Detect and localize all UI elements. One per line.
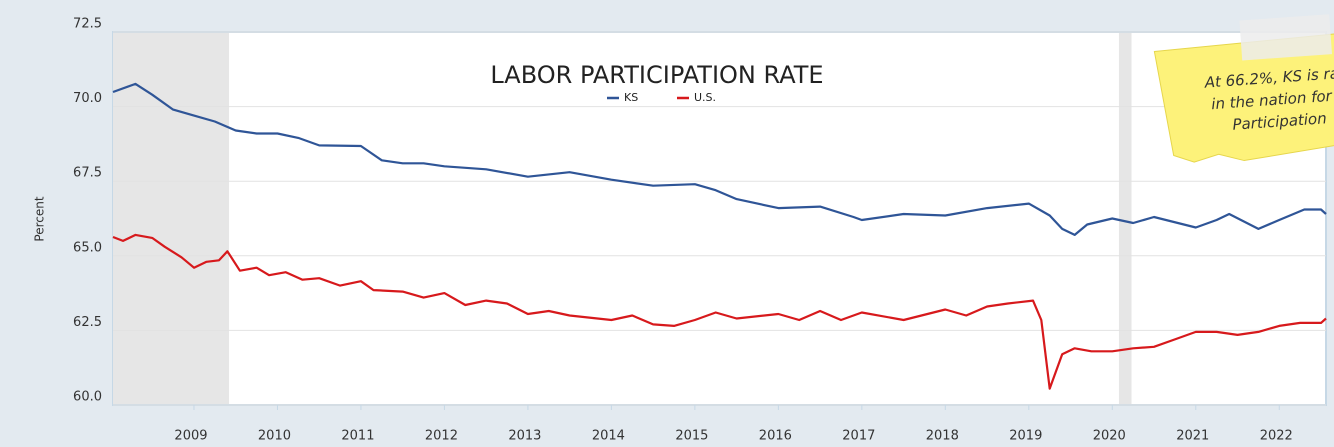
- x-tick-label: 2018: [926, 429, 959, 444]
- shaded-period: [1118, 33, 1132, 404]
- x-tick-label: 2015: [675, 429, 708, 444]
- y-tick-label: 70.0: [73, 91, 102, 106]
- x-tick-label: 2013: [508, 429, 541, 444]
- x-tick-label: 2014: [592, 429, 625, 444]
- legend-label: KS: [624, 91, 638, 104]
- y-tick-label: 67.5: [73, 166, 102, 181]
- series-line: [112, 233, 1327, 390]
- y-tick-label: 65.0: [73, 240, 102, 255]
- chart-title: LABOR PARTICIPATION RATE: [490, 61, 823, 89]
- note-tape: [1239, 14, 1333, 61]
- legend-label: U.S.: [694, 91, 716, 104]
- series-line: [112, 82, 1327, 236]
- y-tick-label: 62.5: [73, 315, 102, 330]
- x-tick-label: 2021: [1176, 429, 1209, 444]
- sticky-note: At 66.2%, KS is ran in the nation for L …: [1153, 14, 1334, 163]
- y-tick-label: 72.5: [73, 17, 102, 32]
- x-tick-label: 2009: [174, 429, 207, 444]
- shaded-period: [113, 33, 230, 404]
- x-tick-label: 2017: [842, 429, 875, 444]
- y-axis-label: Percent: [33, 196, 47, 241]
- note-paper: [1153, 33, 1334, 163]
- chart-layer: 60.0 62.5 65.0 67.5 70.0 72.5 2009 2010 2011 2012…: [73, 17, 1327, 444]
- x-tick-label: 2019: [1009, 429, 1042, 444]
- x-tick-label: 2010: [258, 429, 291, 444]
- x-tick-label: 2020: [1093, 429, 1126, 444]
- x-tick-label: 2022: [1260, 429, 1293, 444]
- x-tick-label: 2016: [759, 429, 792, 444]
- y-tick-label: 60.0: [73, 390, 102, 405]
- x-tick-label: 2011: [341, 429, 374, 444]
- x-tick-label: 2012: [425, 429, 458, 444]
